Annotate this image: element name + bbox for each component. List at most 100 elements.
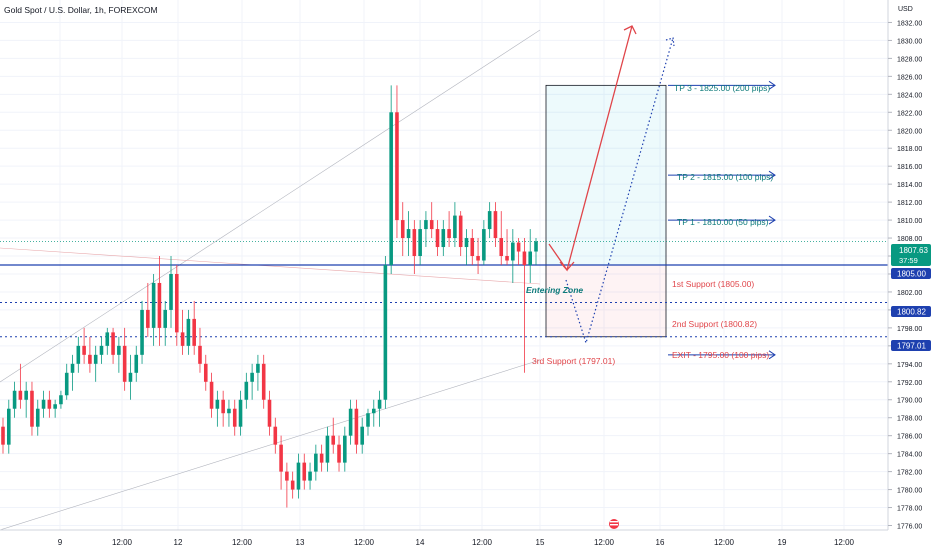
price-tick-label: 1818.00 (897, 146, 922, 153)
price-tick-label: 1786.00 (897, 434, 922, 441)
candle-body (76, 345, 81, 364)
candle-body (111, 332, 115, 355)
candle-body (528, 251, 533, 265)
candles (1, 85, 538, 508)
candle-body (406, 229, 411, 239)
tp3-label: TP 3 - 1825.00 (200 pips) (674, 83, 770, 93)
candle-body (308, 471, 312, 481)
time-tick-label: 12:00 (472, 538, 493, 547)
price-tick-label: 1812.00 (897, 200, 922, 207)
candle-body (487, 211, 492, 230)
price-tick-label: 1788.00 (897, 416, 922, 423)
candle-body (186, 318, 191, 346)
time-tick-label: 12:00 (834, 538, 855, 547)
price-tick-label: 1778.00 (897, 506, 922, 513)
candle-body (447, 229, 451, 239)
candle-body (337, 444, 341, 463)
candle-body (441, 229, 446, 248)
time-tick-label: 16 (656, 538, 665, 547)
candle-body (30, 390, 34, 427)
candle-body (331, 435, 336, 445)
time-tick-label: 12:00 (112, 538, 133, 547)
tp1-label: TP 1 - 1810.00 (50 pips) (677, 217, 769, 227)
candle-body (250, 372, 254, 382)
candle-body (6, 408, 11, 445)
candle-body (371, 408, 376, 414)
candle-body (383, 265, 388, 400)
candle-body (41, 399, 46, 409)
time-tick-label: 19 (778, 538, 787, 547)
candle-body (395, 112, 399, 221)
time-tick-label: 15 (536, 538, 545, 547)
badge-1805: 1805.00 (897, 270, 926, 279)
candle-body (117, 345, 121, 355)
candle-body (412, 229, 417, 257)
price-tick-label: 1792.00 (897, 380, 922, 387)
horizontal-trend-line (0, 247, 541, 285)
support2-label: 2nd Support (1800.82) (672, 319, 757, 329)
tp1-arrow-head (768, 215, 776, 225)
candle-body (516, 242, 521, 252)
candle-body (227, 408, 231, 414)
candle-body (256, 363, 260, 373)
price-tick-label: 1782.00 (897, 470, 922, 477)
price-tick-label: 1826.00 (897, 74, 922, 81)
candle-body (175, 273, 179, 333)
price-tick-label: 1802.00 (897, 290, 922, 297)
price-tick-label: 1816.00 (897, 164, 922, 171)
candle-body (209, 381, 214, 409)
countdown-value: 37:59 (899, 256, 918, 265)
candle-body (354, 408, 359, 445)
candle-body (70, 363, 75, 373)
alternate-arrow-head (665, 37, 675, 47)
time-tick-label: 12:00 (714, 538, 735, 547)
time-tick-label: 12:00 (232, 538, 253, 547)
price-tick-label: 1790.00 (897, 398, 922, 405)
candle-body (418, 229, 422, 257)
candle-body (366, 413, 370, 427)
candle-body (522, 251, 527, 265)
entering-zone-label: Entering Zone (526, 285, 583, 295)
candle-body (82, 345, 86, 355)
badge-1805-bg (891, 268, 931, 279)
us-event-flag-icon[interactable] (609, 519, 619, 529)
price-tick-label: 1832.00 (897, 20, 922, 27)
projection-arrows (548, 25, 776, 360)
candle-body (53, 404, 57, 409)
currency-label: USD (898, 6, 913, 13)
trade-zones (545, 84, 667, 338)
candle-body (267, 399, 272, 427)
candle-body (476, 256, 480, 261)
candle-body (122, 345, 127, 382)
candle-body (12, 390, 17, 409)
candle-body (157, 282, 162, 328)
time-tick-label: 14 (416, 538, 425, 547)
time-axis-ticks: 9 12:00 12 12:00 13 12:00 14 12:00 15 12:00 16 12:0… (58, 538, 855, 547)
candle-body (302, 462, 307, 481)
candle-body (325, 435, 330, 463)
candle-body (400, 220, 405, 239)
badge-1800-bg (891, 306, 931, 317)
candle-body (285, 471, 289, 481)
candle-body (88, 354, 92, 364)
price-tick-label: 1776.00 (897, 524, 922, 531)
tp2-arrow-head (768, 170, 776, 180)
price-tick-label: 1814.00 (897, 182, 922, 189)
candle-body (64, 372, 69, 396)
candle-body (377, 399, 382, 409)
candle-body (499, 238, 504, 257)
badge-1797-bg (891, 340, 931, 351)
candle-body (314, 453, 318, 472)
level-badges: 1805.00 1800.82 1797.01 (891, 268, 931, 351)
tp2-label: TP 2 - 1815.00 (100 pips) (677, 172, 773, 182)
exit-arrow-head (768, 350, 776, 360)
candle-body (429, 220, 434, 230)
candle-body (99, 345, 104, 355)
candle-body (261, 363, 266, 400)
price-tick-label: 1820.00 (897, 128, 922, 135)
current-price-value: 1807.63 (899, 246, 928, 255)
candle-body (140, 309, 144, 355)
current-price-badge: 1807.63 37:59 (891, 244, 931, 266)
candle-body (343, 435, 347, 463)
